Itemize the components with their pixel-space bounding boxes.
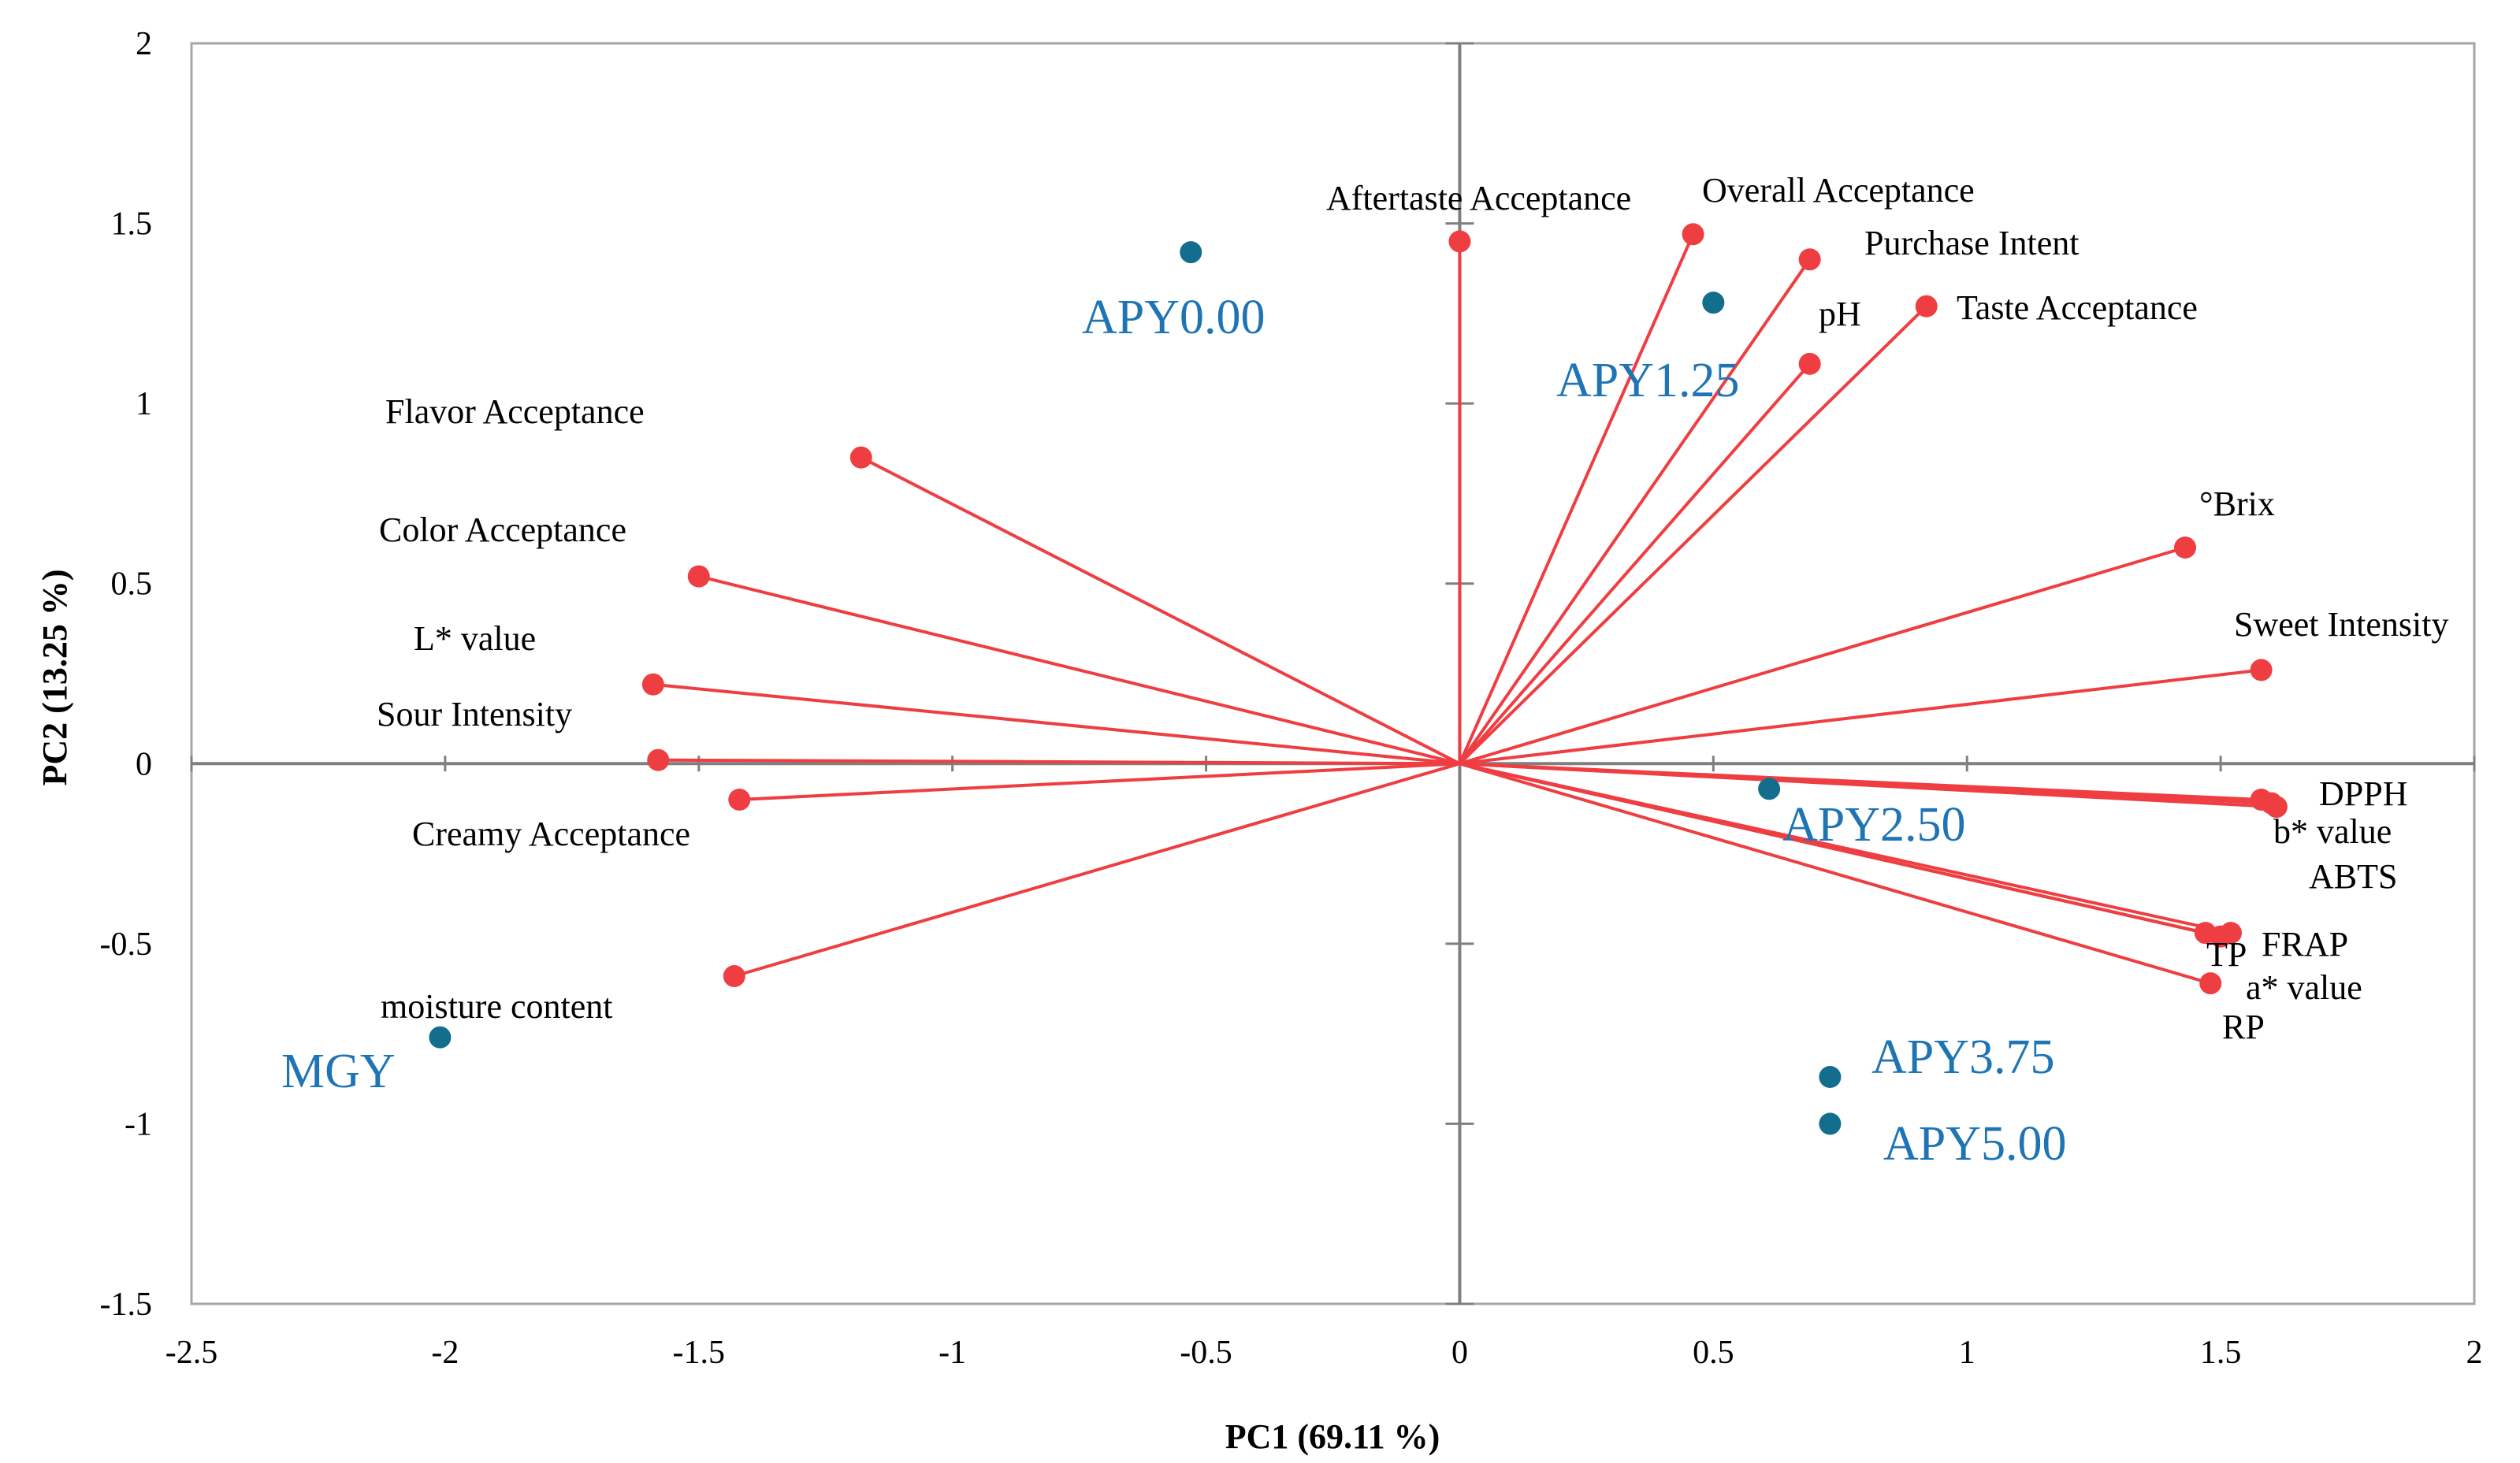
loading-vector [1458,258,1812,765]
variable-label: FRAP [2262,925,2348,964]
loading-vector [1459,762,2211,986]
variable-point [1798,352,1821,375]
x-tick-label: -0.5 [1180,1335,1232,1371]
variable-point [2174,537,2197,559]
loading-vector [1459,305,1928,765]
variable-label: Purchase Intent [1864,224,2079,262]
loading-vector [1458,233,1695,765]
plot-frame [190,42,2476,1305]
x-tick-label: 0 [1451,1335,1468,1371]
y-tick-label: 0.5 [111,566,153,603]
variable-point [641,673,664,696]
observation-label: APY1.25 [1556,354,1740,407]
loading-vector [658,758,1460,766]
x-tick-label: 1 [1959,1335,1975,1371]
variable-point [1682,223,1704,246]
x-tick-label: 2 [2466,1335,2483,1371]
x-tick-label: -1.5 [673,1335,726,1371]
variable-point [1915,295,1938,317]
y-tick-label: 1.5 [111,206,153,243]
variable-label: b* value [2273,812,2392,851]
loading-vector [652,682,1460,766]
observation-label: APY0.00 [1082,291,1266,344]
variable-label: °Brix [2199,485,2275,523]
observation-label: APY2.50 [1782,798,1966,852]
loading-vector [1459,762,2206,935]
observation-point [1819,1112,1842,1135]
variable-point [723,965,745,987]
variable-point [2265,796,2288,819]
variable-label: DPPH [2319,774,2408,813]
loading-vector [698,574,1460,766]
loading-vector [860,455,1461,766]
loading-vector [1458,362,1812,765]
variable-label: L* value [414,619,536,658]
y-tick-label: 1 [136,386,152,422]
variable-label: Overall Acceptance [1702,171,1975,210]
y-tick-label: 2 [136,26,152,62]
observation-point [1758,778,1781,800]
observation-point [1702,291,1725,314]
observation-label: MGY [281,1045,396,1098]
variable-label: Creamy Acceptance [412,815,690,853]
variable-label: Aftertaste Acceptance [1326,179,1631,217]
variable-point [687,565,710,588]
y-tick-label: -1.5 [100,1287,153,1323]
variable-label: Taste Acceptance [1957,288,2198,327]
loading-vector [1459,668,2262,766]
variable-point [2250,659,2273,681]
observation-point [1180,241,1202,264]
variable-label: moisture content [381,987,613,1026]
variable-label: pH [1819,295,1861,333]
y-axis-title: PC2 (13.25 %) [35,570,74,786]
x-tick-label: 0.5 [1693,1335,1734,1371]
variable-label: Sour Intensity [377,695,572,733]
loading-vector [734,762,1461,978]
loading-vector [739,762,1460,801]
observation-point [1819,1066,1842,1088]
variable-label: Color Acceptance [379,511,626,549]
loading-vector [1459,762,2277,809]
observation-label: APY5.00 [1883,1117,2067,1171]
variable-label: ABTS [2309,857,2397,896]
loading-vector [1459,546,2186,766]
variable-point [728,789,751,811]
x-tick-label: -1 [938,1335,966,1371]
x-tick-label: 1.5 [2200,1335,2242,1371]
x-axis-title: PC1 (69.11 %) [1225,1417,1440,1456]
variable-point [2199,972,2222,995]
observation-point [429,1026,452,1049]
y-tick-label: -0.5 [100,926,153,963]
variable-label: a* value [2246,968,2362,1007]
variable-point [647,748,670,771]
x-tick-label: -2.5 [165,1335,218,1371]
variable-label: Sweet Intensity [2234,605,2449,644]
variable-point [1448,230,1471,253]
variable-label: Flavor Acceptance [385,392,645,431]
x-tick-label: -2 [431,1335,459,1371]
y-tick-label: -1 [125,1106,152,1142]
variable-label: RP [2222,1008,2265,1046]
variable-point [2194,922,2217,945]
variable-point [1798,248,1821,271]
variable-label: TP [2206,935,2247,974]
variable-point [849,446,872,469]
observation-label: APY3.75 [1871,1030,2055,1084]
y-tick-label: 0 [136,746,152,782]
